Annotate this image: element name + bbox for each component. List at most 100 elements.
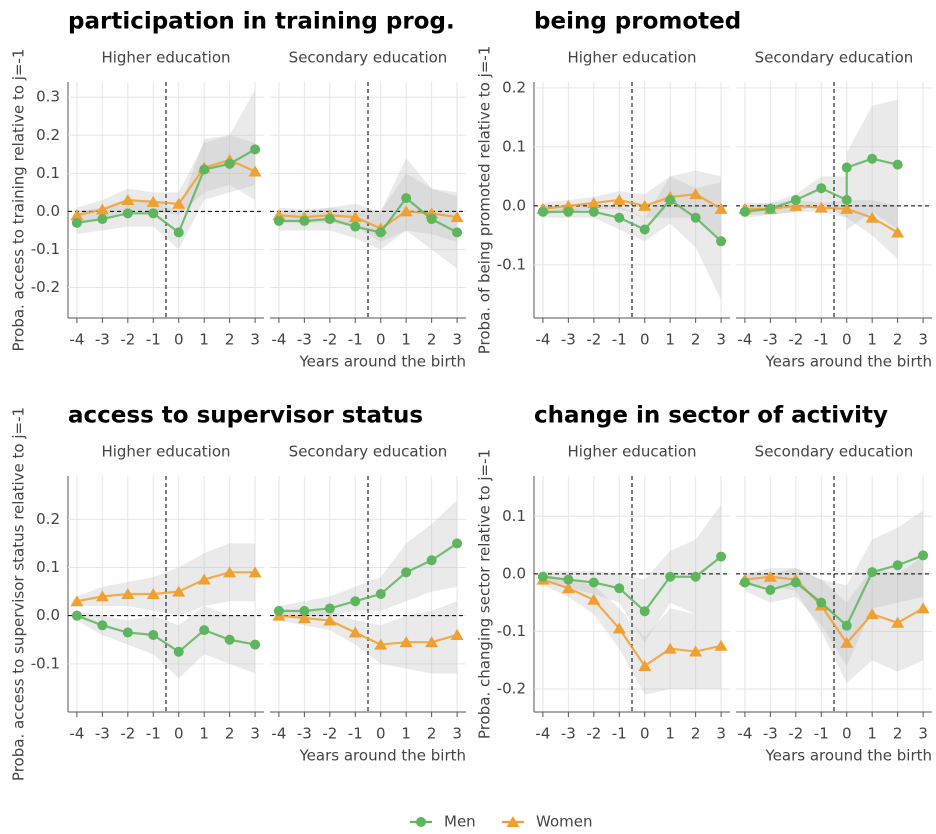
point bbox=[716, 236, 727, 247]
point bbox=[273, 215, 284, 226]
x-tick-label: 1 bbox=[867, 725, 877, 743]
facet-title: Higher education bbox=[567, 49, 696, 67]
point bbox=[121, 588, 135, 599]
point bbox=[348, 626, 362, 638]
point bbox=[891, 616, 905, 628]
y-tick-label: 0.1 bbox=[502, 507, 526, 525]
point bbox=[916, 602, 930, 614]
x-tick-label: -4 bbox=[69, 725, 84, 743]
confidence-band bbox=[278, 158, 458, 269]
point bbox=[71, 217, 82, 228]
x-tick-label: -3 bbox=[95, 725, 110, 743]
point bbox=[375, 227, 386, 238]
point bbox=[665, 195, 676, 205]
confidence-band bbox=[542, 573, 722, 695]
x-tick-label: -3 bbox=[561, 331, 576, 349]
x-tick-label: -2 bbox=[120, 331, 135, 349]
point bbox=[148, 629, 159, 640]
point bbox=[763, 570, 777, 582]
y-tick-label: 0.0 bbox=[502, 564, 526, 582]
x-tick-label: 2 bbox=[427, 331, 437, 349]
point bbox=[714, 202, 728, 214]
y-tick-label: -0.2 bbox=[497, 679, 526, 697]
x-tick-label: 3 bbox=[452, 725, 462, 743]
x-tick-label: -4 bbox=[737, 725, 752, 743]
point bbox=[638, 199, 652, 211]
point bbox=[689, 188, 703, 200]
legend-label: Women bbox=[536, 813, 592, 831]
point bbox=[248, 165, 262, 177]
panel: participation in training prog. Proba. ac… bbox=[10, 9, 466, 371]
y-tick-label: -0.2 bbox=[31, 278, 60, 296]
x-tick-label: -3 bbox=[95, 331, 110, 349]
point bbox=[639, 224, 650, 235]
point bbox=[865, 211, 879, 223]
x-tick-label: -3 bbox=[297, 331, 312, 349]
point bbox=[426, 214, 437, 225]
x-tick-label: -4 bbox=[271, 725, 286, 743]
x-tick-label: 2 bbox=[893, 725, 903, 743]
point bbox=[399, 636, 413, 648]
point bbox=[399, 205, 413, 217]
point bbox=[350, 221, 361, 232]
x-tick-label: 2 bbox=[427, 725, 437, 743]
point bbox=[690, 571, 701, 582]
point bbox=[816, 183, 827, 194]
point bbox=[588, 577, 599, 588]
x-tick-label: -1 bbox=[348, 725, 363, 743]
point bbox=[739, 577, 750, 588]
y-tick-label: 0.2 bbox=[36, 126, 60, 144]
x-tick-label: -2 bbox=[586, 725, 601, 743]
point bbox=[248, 566, 262, 578]
confidence-band bbox=[278, 173, 458, 242]
x-axis-label: Years around the birth bbox=[765, 353, 932, 371]
x-tick-label: -1 bbox=[612, 331, 627, 349]
point bbox=[121, 194, 135, 205]
x-tick-label: 3 bbox=[918, 331, 928, 349]
x-axis-label: Years around the birth bbox=[299, 747, 466, 765]
panel: being promoted Proba. of being promoted r… bbox=[476, 9, 932, 371]
point bbox=[765, 203, 776, 214]
y-tick-label: 0.0 bbox=[502, 196, 526, 214]
x-tick-label: 1 bbox=[665, 331, 675, 349]
point bbox=[350, 596, 361, 607]
y-tick-label: 0.0 bbox=[36, 606, 60, 624]
x-tick-label: 1 bbox=[199, 331, 209, 349]
point bbox=[865, 608, 879, 620]
point bbox=[401, 193, 412, 204]
x-tick-label: 2 bbox=[225, 725, 235, 743]
point bbox=[841, 195, 852, 205]
point bbox=[841, 620, 852, 631]
facet-title: Higher education bbox=[101, 49, 230, 67]
point bbox=[690, 212, 701, 223]
confidence-band bbox=[744, 200, 898, 259]
y-tick-label: 0.1 bbox=[36, 164, 60, 182]
confidence-band bbox=[744, 99, 898, 230]
point bbox=[614, 583, 625, 594]
point bbox=[148, 208, 159, 219]
point bbox=[95, 203, 109, 215]
legend: Men Women bbox=[410, 813, 592, 831]
x-tick-label: 3 bbox=[452, 331, 462, 349]
point bbox=[197, 573, 211, 585]
x-tick-label: -2 bbox=[120, 725, 135, 743]
series-line bbox=[542, 192, 722, 210]
x-tick-label: -3 bbox=[561, 725, 576, 743]
point bbox=[614, 212, 625, 223]
x-tick-label: -2 bbox=[788, 725, 803, 743]
point bbox=[426, 555, 437, 566]
x-tick-label: -4 bbox=[69, 331, 84, 349]
confidence-band bbox=[542, 176, 722, 301]
series-line bbox=[278, 210, 458, 230]
point bbox=[173, 227, 184, 238]
x-tick-label: -2 bbox=[322, 725, 337, 743]
x-tick-label: -1 bbox=[146, 725, 161, 743]
point bbox=[739, 206, 750, 217]
point bbox=[70, 595, 84, 607]
point bbox=[95, 590, 109, 602]
point bbox=[638, 659, 652, 671]
facet-title: Secondary education bbox=[755, 49, 914, 67]
point bbox=[172, 585, 186, 597]
x-tick-label: 1 bbox=[401, 725, 411, 743]
